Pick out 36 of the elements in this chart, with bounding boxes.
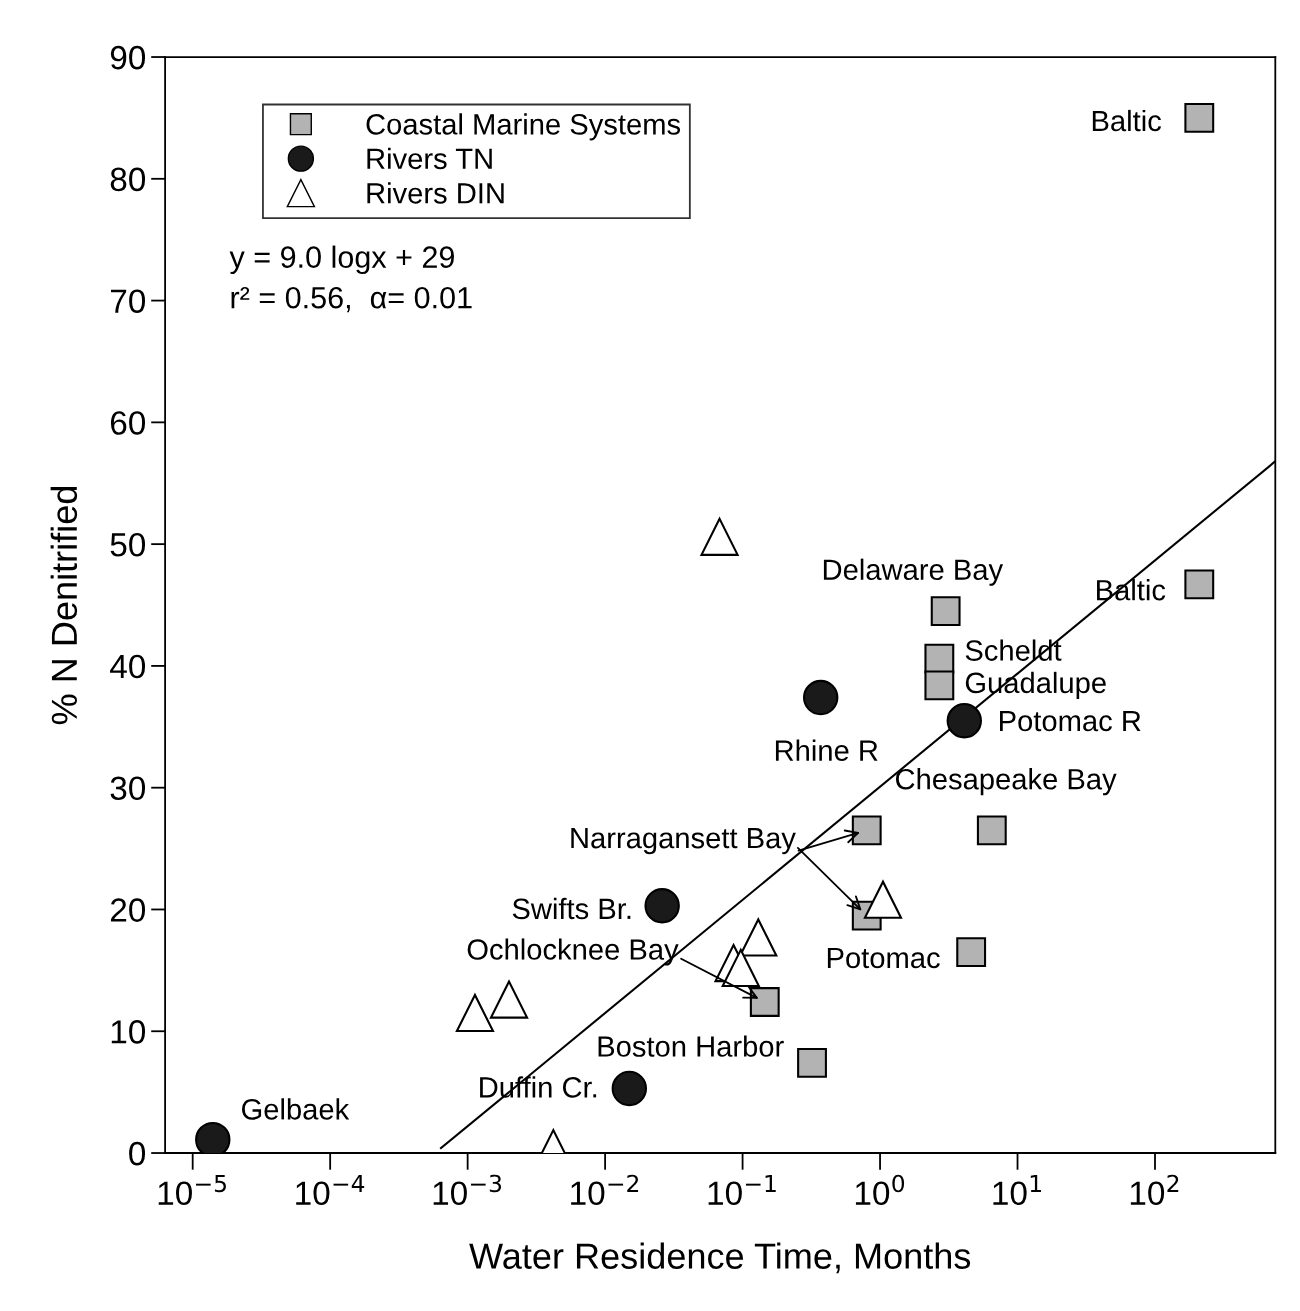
annotation: Rhine R — [775, 739, 878, 761]
annotation: Baltic — [1092, 109, 1162, 132]
y-tick-label: 20 — [110, 898, 146, 922]
annotation: y = 9.0 logx + 29 — [229, 245, 454, 275]
x-tick-label: 10$^{−1}$ — [708, 1174, 776, 1206]
y-tick-label: 90 — [110, 45, 146, 70]
y-tick-label: 80 — [110, 167, 146, 192]
y-tick-label: 60 — [110, 411, 146, 435]
x-tick-label: 10$^{0}$ — [855, 1174, 905, 1206]
annotation: Narragansett Bay — [571, 828, 796, 855]
annotation: Swifts Br. — [512, 897, 631, 920]
annotation: r² = 0.56, α= 0.01 — [231, 286, 472, 313]
y-axis-title: % N Denitrified — [50, 486, 78, 725]
annotation: Potomac — [827, 947, 940, 969]
x-tick-label: 10$^{1}$ — [993, 1174, 1041, 1206]
y-tick-label: 50 — [110, 532, 146, 557]
y-tick-label: 10 — [111, 1020, 146, 1044]
legend-label: Rivers DIN — [367, 182, 504, 204]
annotation: Ochlocknee Bay — [467, 938, 679, 966]
x-axis-title: Water Residence Time, Months — [469, 1242, 971, 1274]
x-tick-label: 10$^{−3}$ — [433, 1174, 502, 1206]
x-tick-label: 10$^{−4}$ — [296, 1174, 365, 1206]
annotation: Gelbaek — [242, 1098, 350, 1120]
legend-label: Rivers TN — [367, 147, 492, 170]
y-tick-label: 0 — [129, 1141, 146, 1166]
x-tick-label: 10$^{−2}$ — [571, 1174, 639, 1206]
y-tick-label: 70 — [110, 289, 146, 313]
y-tick-label: 40 — [110, 654, 146, 679]
legend-label: Coastal Marine Systems — [366, 113, 681, 141]
annotation: Potomac R — [1000, 710, 1141, 732]
annotation: Boston Harbor — [598, 1035, 784, 1057]
y-tick-label: 30 — [110, 776, 146, 801]
annotation: Chesapeake Bay — [895, 768, 1117, 796]
annotation: Delaware Bay — [823, 558, 1004, 586]
x-tick-label: 10$^{−5}$ — [158, 1174, 226, 1206]
x-tick-label: 10$^{2}$ — [1130, 1174, 1179, 1206]
